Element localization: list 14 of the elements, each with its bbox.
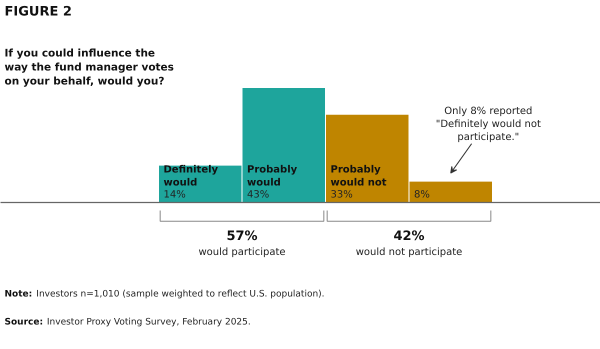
chart-subtitle: If you could influence the way the fund manager votes on your behalf, would you? (4, 48, 174, 88)
source-note: Source: Investor Proxy Voting Survey, February 2025. (4, 318, 251, 328)
x-tick-label: Definitely would (164, 164, 219, 188)
data-label: 33% (330, 190, 353, 200)
text: Note: Investors n=1,010 (sample weighted to reflect U.S. population). (4, 290, 325, 300)
x-tick-label: Probably would not (330, 164, 387, 188)
text: 42% would not participate (356, 229, 462, 258)
data-label: 14% (164, 190, 186, 200)
x-tick-label: Probably would (247, 164, 298, 188)
annotation: Only 8% reported "Definitely would not participate." (436, 106, 541, 144)
text: FIGURE 2 (4, 4, 72, 20)
data-label: 43% (247, 190, 270, 200)
text: 57% would participate (198, 229, 286, 258)
data-label: 8% (414, 190, 430, 200)
